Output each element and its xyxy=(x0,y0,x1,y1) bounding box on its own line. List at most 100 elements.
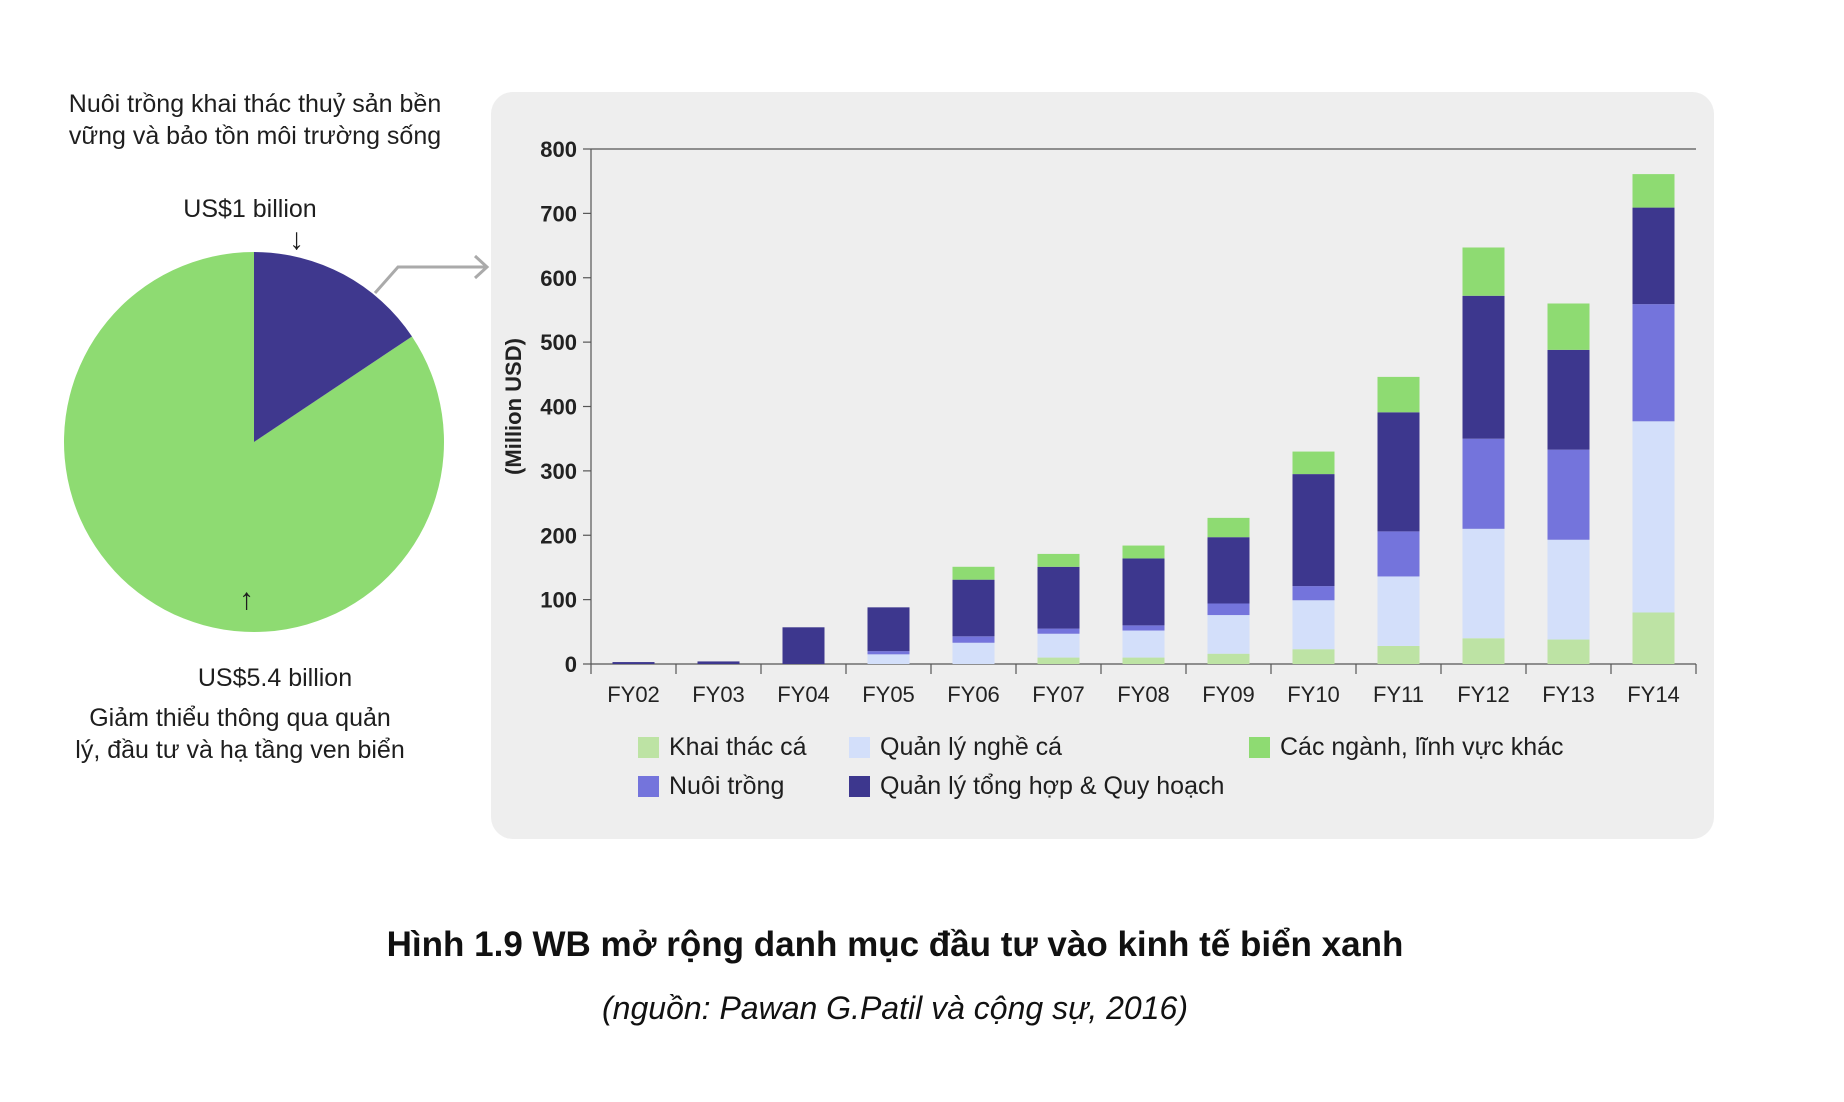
bar-segment xyxy=(782,627,825,664)
bar-segment xyxy=(1547,449,1590,540)
bar-segment xyxy=(1122,625,1165,631)
pie-label-fisheries-value: US$1 billion xyxy=(183,195,317,223)
x-tick-label: FY09 xyxy=(1202,682,1255,707)
legend-label: Các ngành, lĩnh vực khác xyxy=(1280,733,1564,761)
legend-swatch xyxy=(849,737,870,758)
bar-segment xyxy=(867,651,910,655)
bar-segment xyxy=(1632,304,1675,422)
bar-segment xyxy=(1207,653,1250,664)
bar-segment xyxy=(1547,303,1590,350)
bar-segment xyxy=(1462,438,1505,529)
legend-item-nuoi-trong: Nuôi trồng xyxy=(638,772,784,801)
bar-segment xyxy=(1547,639,1590,664)
bar-segment xyxy=(1037,657,1080,664)
legend-swatch xyxy=(638,737,659,758)
bar-segment xyxy=(1377,645,1420,664)
pie-chart xyxy=(64,252,490,632)
bar-segment xyxy=(1122,545,1165,559)
bar-segment xyxy=(1207,517,1250,538)
legend-item-quan-ly-nghe-ca: Quản lý nghề cá xyxy=(849,733,1062,762)
pie-slice-fisheries xyxy=(254,252,412,442)
bar-segment xyxy=(1377,412,1420,532)
x-tick-label: FY05 xyxy=(862,682,915,707)
bar-segment xyxy=(1037,633,1080,658)
legend-swatch xyxy=(849,776,870,797)
pie-label-mitigation-value: US$5.4 billion xyxy=(197,664,353,692)
legend-swatch xyxy=(1249,737,1270,758)
x-tick-label: FY10 xyxy=(1287,682,1340,707)
x-tick-label: FY12 xyxy=(1457,682,1510,707)
bar-segment xyxy=(1037,566,1080,629)
legend-label: Nuôi trồng xyxy=(669,772,785,800)
bar-segment xyxy=(1377,531,1420,577)
bar-segment xyxy=(1037,553,1080,567)
figure-caption-title: Hình 1.9 WB mở rộng danh mục đầu tư vào … xyxy=(386,925,1404,964)
y-axis-label: (Million USD) xyxy=(501,338,526,475)
bar-segment xyxy=(697,661,740,664)
bar-segment xyxy=(1292,474,1335,587)
x-tick-label: FY06 xyxy=(947,682,1000,707)
bar-segment xyxy=(1377,576,1420,646)
bar-segment xyxy=(1207,537,1250,604)
bar-segment xyxy=(1377,376,1420,413)
legend-swatch xyxy=(638,776,659,797)
x-tick-label: FY11 xyxy=(1373,682,1424,707)
y-tick-label: 100 xyxy=(540,588,577,613)
y-tick-label: 300 xyxy=(540,459,577,484)
bar-segment xyxy=(952,579,995,637)
bar-segment xyxy=(1462,295,1505,439)
y-tick-label: 800 xyxy=(540,137,577,162)
legend-item-khai-thac: Khai thác cá xyxy=(638,733,807,762)
connector-line xyxy=(373,265,485,294)
bar-segment xyxy=(1292,600,1335,650)
bar-segment xyxy=(952,566,995,580)
y-tick-label: 0 xyxy=(565,652,577,677)
y-tick-label: 200 xyxy=(540,523,577,548)
bar-segment xyxy=(1547,539,1590,640)
x-tick-label: FY08 xyxy=(1117,682,1170,707)
bar-segment xyxy=(1462,638,1505,664)
bar-segment xyxy=(1207,603,1250,616)
bar-segment xyxy=(1632,612,1675,664)
x-tick-label: FY13 xyxy=(1542,682,1595,707)
bar-segment xyxy=(952,642,995,664)
stacked-bar-chart: 0 100 200 300 400 500 600 700 800 (Million USD) FY… xyxy=(501,137,1697,707)
bar-segment xyxy=(867,607,910,652)
figure-caption-source: (nguồn: Pawan G.Patil và cộng sự, 2016) xyxy=(602,990,1188,1026)
bar-segment xyxy=(1292,649,1335,664)
arrow-up-icon: ↑ xyxy=(239,583,254,616)
pie-label-mitigation-desc: Giảm thiểu thông qua quản lý, đầu tư và … xyxy=(75,704,405,764)
bar-segment xyxy=(1122,630,1165,658)
bar-segment xyxy=(612,662,655,664)
legend-label: Quản lý nghề cá xyxy=(880,733,1063,761)
x-tick-label: FY03 xyxy=(692,682,745,707)
bar-segment xyxy=(1122,657,1165,664)
legend-item-quan-ly-tong-hop: Quản lý tổng hợp & Quy hoạch xyxy=(849,772,1224,801)
arrow-down-icon: ↓ xyxy=(289,223,304,256)
y-tick-label: 700 xyxy=(540,201,577,226)
bar-segment xyxy=(1292,451,1335,475)
y-tick-label: 500 xyxy=(540,330,577,355)
legend-label: Quản lý tổng hợp & Quy hoạch xyxy=(880,772,1225,800)
bar-segment xyxy=(867,654,910,664)
x-tick-label: FY14 xyxy=(1627,682,1680,707)
legend-item-cac-nganh-khac: Các ngành, lĩnh vực khác xyxy=(1249,733,1564,762)
x-tick-label: FY07 xyxy=(1032,682,1085,707)
y-tick-label: 400 xyxy=(540,395,577,420)
pie-label-fisheries-desc: Nuôi trồng khai thác thuỷ sản bền vững v… xyxy=(68,90,442,150)
x-tick-label: FY04 xyxy=(777,682,830,707)
connector-arrowhead xyxy=(473,254,490,280)
bar-segment xyxy=(1632,174,1675,208)
bar-chart-panel: 0 100 200 300 400 500 600 700 800 (Million USD) FY… xyxy=(491,92,1714,839)
legend-label: Khai thác cá xyxy=(669,733,807,761)
bar-segment xyxy=(1207,615,1250,654)
bar-segment xyxy=(1462,247,1505,296)
bar-segment xyxy=(1122,558,1165,626)
y-tick-label: 600 xyxy=(540,266,577,291)
bar-segment xyxy=(1632,207,1675,305)
bar-segment xyxy=(1547,349,1590,450)
bar-segment xyxy=(1462,528,1505,639)
bar-segment xyxy=(1037,628,1080,634)
bar-segment xyxy=(952,636,995,643)
